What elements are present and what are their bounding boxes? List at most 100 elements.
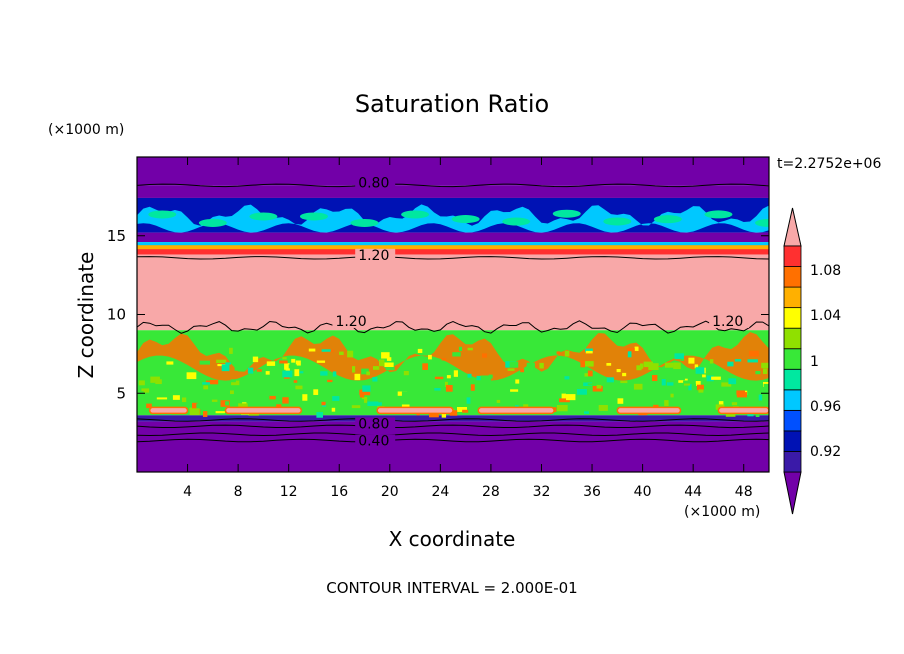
speckle — [617, 398, 624, 404]
speckle — [230, 379, 236, 383]
speckle — [361, 368, 369, 375]
speckle — [694, 364, 699, 369]
speckle — [698, 389, 704, 393]
colorbar-segment — [783, 451, 802, 473]
x-tick-label: 12 — [280, 484, 298, 500]
ribbon-cell — [451, 215, 480, 224]
y-tick-label: 10 — [107, 306, 126, 324]
ribbon-cell — [350, 218, 379, 227]
ribbon-cell — [401, 210, 430, 219]
ribbon-cell — [198, 218, 227, 227]
speckle — [755, 371, 761, 375]
speckle — [553, 407, 557, 413]
y-axis-ticks: 5 10 15 — [107, 227, 769, 402]
speckle — [211, 399, 218, 402]
chart-title: Saturation Ratio — [355, 90, 549, 118]
ribbon-cell — [249, 212, 278, 221]
contour-labels: 0.80 1.20 1.20 1.20 0.80 0.40 — [332, 175, 750, 450]
speckle — [709, 359, 714, 364]
speckle — [229, 347, 233, 354]
speckle — [680, 358, 685, 361]
speckle — [203, 411, 208, 417]
speckle — [684, 383, 691, 386]
speckle — [441, 358, 447, 361]
speckle — [417, 348, 423, 353]
speckle — [592, 385, 603, 392]
band-8 — [137, 415, 769, 422]
x-axis-ticks: 4 8 12 16 20 24 28 32 36 40 44 48 — [183, 157, 753, 500]
speckle — [496, 399, 501, 403]
speckle — [295, 385, 303, 390]
speckle — [308, 373, 312, 377]
x-tick-label: 32 — [533, 484, 551, 500]
contour-line — [137, 438, 769, 443]
contour-label-bg — [709, 314, 750, 328]
speckle — [401, 391, 411, 397]
speckle — [466, 397, 471, 404]
colorbar-segment — [783, 389, 802, 411]
speckle — [718, 401, 724, 406]
speckle — [331, 407, 336, 412]
speckle — [376, 402, 382, 406]
speckle — [576, 389, 587, 395]
speckle — [523, 404, 529, 409]
contour-interval-footer: CONTOUR INTERVAL = 2.000E-01 — [326, 579, 577, 597]
speckle — [683, 380, 693, 386]
speckle — [234, 365, 244, 371]
speckle — [291, 358, 296, 363]
speckle — [316, 412, 324, 418]
contour-label: 1.20 — [358, 248, 389, 264]
speckle — [352, 366, 356, 373]
x-axis-label: X coordinate — [389, 527, 516, 551]
ribbon-cell — [148, 210, 177, 219]
speckle — [480, 375, 492, 382]
x-tick-label: 48 — [735, 484, 753, 500]
speckle — [539, 362, 544, 369]
speckle — [452, 352, 461, 357]
speckle — [696, 384, 704, 391]
speckle — [249, 399, 255, 407]
speckle — [702, 374, 706, 378]
contour-line — [137, 424, 769, 429]
speckle — [299, 371, 304, 374]
colorbar-segment — [783, 327, 802, 350]
speckle — [332, 371, 337, 377]
pocket-3 — [477, 406, 555, 415]
x-tick-label: 16 — [330, 484, 348, 500]
contour-lines — [137, 183, 769, 443]
speckle — [510, 389, 519, 392]
speckle — [453, 370, 458, 377]
speckle — [580, 360, 586, 368]
ribbon-cell — [653, 215, 682, 224]
speckle — [434, 388, 441, 391]
speckle — [321, 401, 326, 406]
speckle — [595, 394, 607, 399]
speckle — [564, 376, 570, 380]
ribbon-cell — [502, 217, 531, 226]
speckle — [749, 350, 759, 357]
speckle — [515, 379, 520, 384]
speckle — [354, 386, 362, 390]
colorbar-label: 1 — [810, 354, 819, 370]
speckle — [482, 353, 487, 358]
ribbon-cell — [704, 210, 733, 219]
speckle — [216, 359, 227, 364]
speckle — [616, 369, 621, 373]
speckle — [155, 379, 162, 385]
speckle — [664, 362, 674, 368]
speckle — [670, 393, 674, 398]
y-axis-label: Z coordinate — [74, 252, 98, 379]
ribbon-cell — [603, 217, 632, 226]
speckle — [695, 381, 701, 387]
speckle — [263, 377, 270, 380]
speckle — [636, 365, 642, 371]
speckle — [688, 357, 695, 364]
speckle — [138, 391, 144, 398]
speckle — [758, 394, 763, 401]
ribbon-cell — [552, 209, 581, 218]
speckle — [231, 380, 240, 386]
speckle — [509, 361, 519, 368]
speckle — [284, 363, 290, 370]
speckle — [189, 408, 200, 416]
